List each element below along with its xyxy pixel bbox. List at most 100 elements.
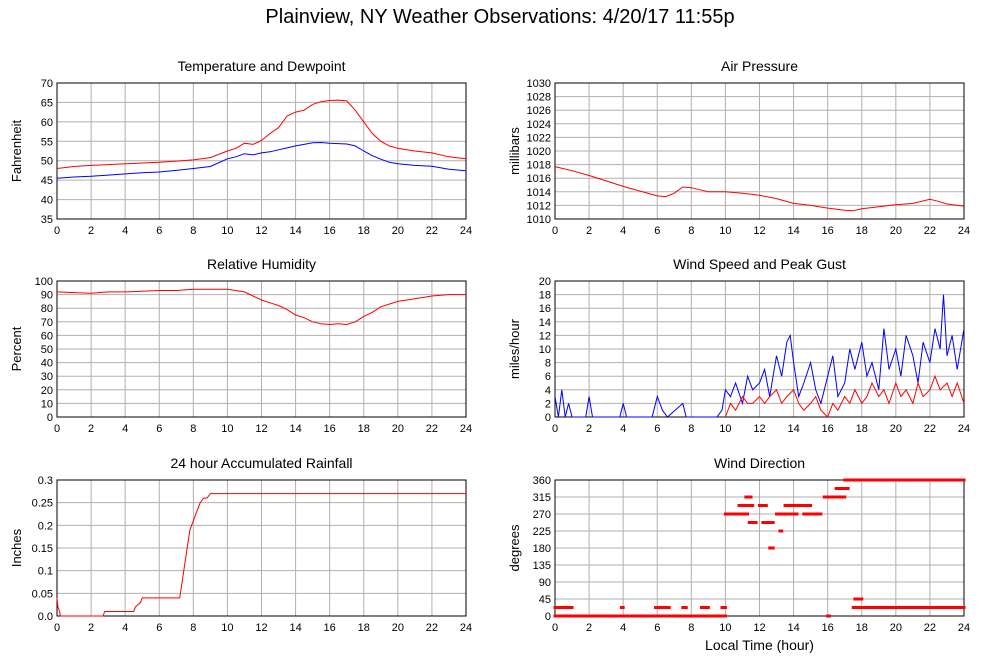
data-point bbox=[904, 478, 908, 482]
data-point bbox=[838, 495, 842, 499]
data-point bbox=[804, 504, 808, 507]
data-point bbox=[654, 614, 658, 618]
data-point bbox=[805, 512, 809, 516]
data-point bbox=[839, 487, 843, 490]
data-point bbox=[930, 606, 934, 609]
data-point bbox=[950, 478, 954, 482]
data-point bbox=[723, 606, 727, 609]
plot-frame bbox=[554, 82, 965, 220]
data-point bbox=[940, 606, 944, 609]
data-point bbox=[558, 614, 562, 618]
x-tick-label: 24 bbox=[958, 225, 970, 237]
data-point bbox=[616, 614, 620, 618]
x-tick-label: 18 bbox=[358, 225, 370, 237]
data-point bbox=[867, 478, 871, 482]
data-point bbox=[776, 512, 780, 516]
data-point bbox=[560, 606, 564, 609]
data-point bbox=[953, 478, 957, 482]
x-tick-label: 22 bbox=[924, 225, 936, 237]
data-point bbox=[780, 529, 784, 533]
data-point bbox=[955, 606, 959, 609]
data-point bbox=[769, 521, 773, 524]
x-tick-label: 24 bbox=[958, 622, 970, 634]
data-point bbox=[573, 614, 577, 618]
data-point bbox=[553, 606, 557, 609]
data-point bbox=[952, 478, 956, 482]
data-point bbox=[851, 478, 855, 482]
data-point bbox=[795, 512, 799, 516]
x-tick-label: 8 bbox=[190, 622, 196, 634]
data-point bbox=[916, 606, 920, 609]
data-point bbox=[562, 614, 566, 618]
data-point bbox=[907, 606, 911, 609]
x-tick-label: 14 bbox=[787, 622, 799, 634]
data-point bbox=[587, 614, 591, 618]
data-point bbox=[792, 512, 796, 516]
data-point bbox=[637, 614, 641, 618]
data-point bbox=[771, 546, 775, 550]
x-tick-label: 8 bbox=[190, 423, 196, 435]
y-tick-label: 2 bbox=[545, 398, 551, 410]
data-point bbox=[909, 606, 913, 609]
data-point bbox=[596, 614, 600, 618]
data-point bbox=[843, 478, 847, 482]
data-point bbox=[556, 606, 560, 609]
data-point bbox=[851, 606, 855, 609]
data-point bbox=[720, 614, 724, 618]
y-tick-label: 65 bbox=[41, 97, 53, 109]
data-point bbox=[664, 614, 668, 618]
data-point bbox=[936, 478, 940, 482]
y-tick-label: 8 bbox=[545, 358, 551, 370]
data-point bbox=[582, 614, 586, 618]
data-point bbox=[764, 521, 768, 524]
data-point bbox=[875, 606, 879, 609]
data-point bbox=[778, 529, 782, 533]
data-point bbox=[570, 614, 574, 618]
data-point bbox=[809, 512, 813, 516]
plot-frame bbox=[56, 479, 467, 617]
data-point bbox=[926, 478, 930, 482]
data-point bbox=[943, 478, 947, 482]
y-tick-label: 20 bbox=[41, 385, 53, 397]
data-point bbox=[887, 606, 891, 609]
data-point bbox=[873, 478, 877, 482]
chart-title: Relative Humidity bbox=[207, 256, 316, 272]
chart-panel-6: Wind Direction degrees Local Time (hour) 0 2… bbox=[507, 455, 970, 653]
data-point bbox=[786, 512, 790, 516]
data-point bbox=[655, 606, 659, 609]
data-point bbox=[916, 478, 920, 482]
data-point bbox=[648, 614, 652, 618]
data-point bbox=[923, 478, 927, 482]
data-point bbox=[945, 478, 949, 482]
data-point bbox=[858, 606, 862, 609]
data-point bbox=[696, 614, 700, 618]
y-tick-label: 0.3 bbox=[38, 475, 53, 487]
data-point bbox=[717, 614, 721, 618]
x-tick-label: 6 bbox=[654, 225, 660, 237]
data-point bbox=[863, 606, 867, 609]
data-point bbox=[567, 614, 571, 618]
data-point bbox=[935, 606, 939, 609]
data-point bbox=[836, 487, 840, 490]
y-tick-label: 70 bbox=[41, 317, 53, 329]
data-point bbox=[788, 512, 792, 516]
x-tick-label: 10 bbox=[221, 622, 233, 634]
data-point bbox=[667, 606, 671, 609]
data-point bbox=[856, 597, 860, 601]
data-point bbox=[672, 614, 676, 618]
y-tick-label: 30 bbox=[41, 371, 53, 383]
x-tick-label: 20 bbox=[890, 225, 902, 237]
data-point bbox=[555, 614, 559, 618]
data-point bbox=[747, 504, 751, 507]
data-point bbox=[599, 614, 603, 618]
y-tick-label: 1010 bbox=[527, 214, 551, 226]
data-point bbox=[897, 606, 901, 609]
data-point bbox=[683, 614, 687, 618]
data-point bbox=[619, 606, 623, 609]
data-point bbox=[923, 606, 927, 609]
data-point bbox=[618, 614, 622, 618]
x-tick-label: 20 bbox=[890, 622, 902, 634]
data-point bbox=[764, 504, 768, 507]
y-tick-label: 0.1 bbox=[38, 566, 53, 578]
x-tick-label: 22 bbox=[426, 225, 438, 237]
